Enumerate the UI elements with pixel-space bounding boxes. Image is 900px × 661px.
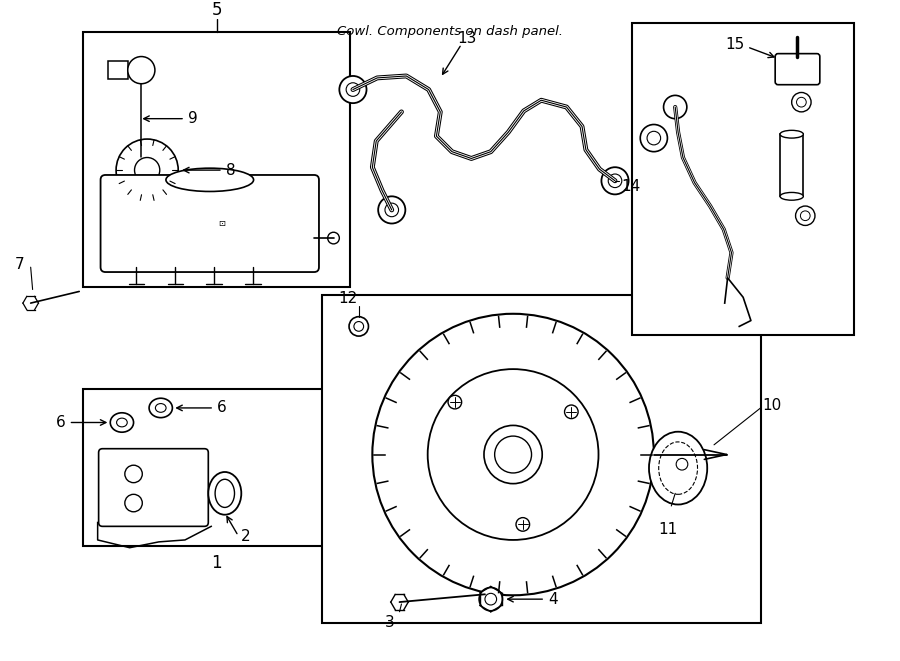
Ellipse shape <box>111 412 133 432</box>
Text: 15: 15 <box>724 38 744 52</box>
Circle shape <box>485 594 497 605</box>
Circle shape <box>647 132 661 145</box>
Bar <box>633 22 854 335</box>
Circle shape <box>564 405 578 418</box>
Circle shape <box>663 95 687 119</box>
Text: 6: 6 <box>56 415 66 430</box>
Text: 6: 6 <box>217 401 227 415</box>
Circle shape <box>479 588 502 611</box>
Circle shape <box>796 97 806 107</box>
Circle shape <box>792 93 811 112</box>
Circle shape <box>601 167 628 194</box>
Bar <box>780 134 804 196</box>
Text: 10: 10 <box>762 399 782 414</box>
Circle shape <box>800 211 810 221</box>
FancyBboxPatch shape <box>775 54 820 85</box>
Text: 14: 14 <box>621 179 640 194</box>
Circle shape <box>378 196 405 223</box>
Circle shape <box>495 436 532 473</box>
Circle shape <box>134 157 160 182</box>
Circle shape <box>346 83 360 97</box>
Bar <box>108 61 128 79</box>
Ellipse shape <box>149 398 173 418</box>
Text: 13: 13 <box>458 31 477 46</box>
Circle shape <box>125 494 142 512</box>
Circle shape <box>125 465 142 483</box>
Ellipse shape <box>117 418 127 427</box>
Circle shape <box>608 174 622 188</box>
Circle shape <box>448 395 462 409</box>
Text: 2: 2 <box>241 529 251 543</box>
Text: Cowl. Components on dash panel.: Cowl. Components on dash panel. <box>337 24 563 38</box>
Circle shape <box>516 518 529 531</box>
Circle shape <box>349 317 368 336</box>
Text: 5: 5 <box>212 1 221 19</box>
Text: 9: 9 <box>188 111 198 126</box>
Bar <box>83 389 350 546</box>
FancyBboxPatch shape <box>99 449 208 526</box>
Circle shape <box>428 369 598 540</box>
Circle shape <box>796 206 815 225</box>
Circle shape <box>385 203 399 217</box>
Text: 8: 8 <box>226 163 236 178</box>
Text: ⊡: ⊡ <box>218 219 225 228</box>
Circle shape <box>640 124 668 151</box>
Ellipse shape <box>156 404 166 412</box>
Circle shape <box>339 76 366 103</box>
Text: 7: 7 <box>15 256 25 272</box>
Text: 11: 11 <box>659 522 678 537</box>
Bar <box>322 295 760 623</box>
Circle shape <box>676 459 688 470</box>
Circle shape <box>128 57 155 84</box>
Ellipse shape <box>659 442 698 494</box>
Circle shape <box>354 321 364 331</box>
Bar <box>83 32 350 287</box>
Circle shape <box>116 139 178 201</box>
Circle shape <box>373 314 653 596</box>
Circle shape <box>484 426 542 484</box>
Ellipse shape <box>215 479 235 508</box>
Text: 1: 1 <box>212 553 222 572</box>
Ellipse shape <box>208 472 241 515</box>
Ellipse shape <box>649 432 707 504</box>
Text: 3: 3 <box>385 615 395 630</box>
Text: 12: 12 <box>338 291 357 306</box>
FancyBboxPatch shape <box>101 175 319 272</box>
Ellipse shape <box>780 192 804 200</box>
Circle shape <box>328 232 339 244</box>
Text: 4: 4 <box>548 592 558 607</box>
Ellipse shape <box>780 130 804 138</box>
Ellipse shape <box>166 168 254 192</box>
